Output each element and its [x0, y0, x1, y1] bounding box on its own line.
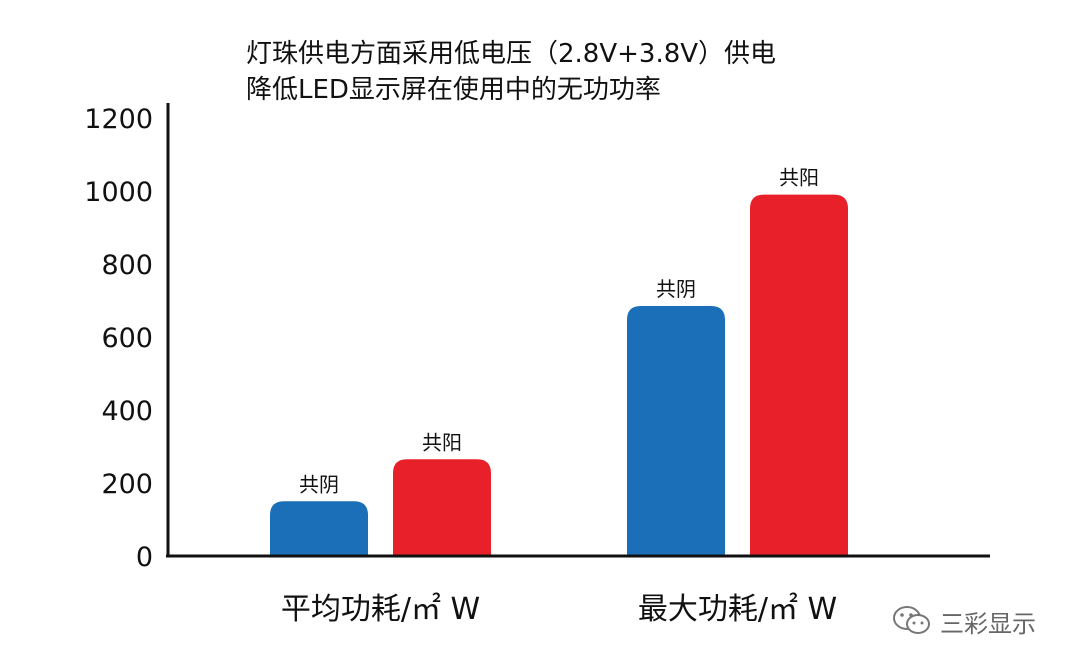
watermark-text: 三彩显示: [940, 609, 1036, 638]
y-tick-label: 1000: [84, 177, 153, 208]
x-category-label: 平均功耗/㎡ W: [281, 592, 480, 627]
y-tick-label: 400: [101, 396, 153, 427]
bar-label: 共阳: [779, 166, 819, 190]
y-tick-label: 800: [101, 250, 153, 281]
y-tick-label: 1200: [84, 104, 153, 135]
chart-title-line-1: 灯珠供电方面采用低电压（2.8V+3.8V）供电: [246, 39, 776, 69]
category-labels: 平均功耗/㎡ W 最大功耗/㎡ W: [281, 592, 837, 627]
y-tick-label: 200: [101, 469, 153, 500]
bars: [270, 194, 848, 556]
wechat-icon: [893, 606, 930, 634]
bar: [393, 459, 491, 556]
y-tick-label: 0: [136, 542, 153, 573]
y-axis-ticks: 0 200 400 600 800 1000 1200: [84, 104, 153, 573]
bar-label: 共阴: [656, 277, 696, 301]
bar: [270, 501, 368, 556]
chart-title-line-2: 降低LED显示屏在使用中的无功功率: [246, 75, 661, 105]
x-category-label: 最大功耗/㎡ W: [638, 592, 837, 627]
bar-label: 共阳: [422, 430, 462, 454]
bar: [750, 194, 848, 556]
bar-label: 共阴: [299, 472, 339, 496]
watermark: 三彩显示: [892, 601, 1062, 641]
y-tick-label: 600: [101, 323, 153, 354]
bar: [627, 305, 725, 556]
